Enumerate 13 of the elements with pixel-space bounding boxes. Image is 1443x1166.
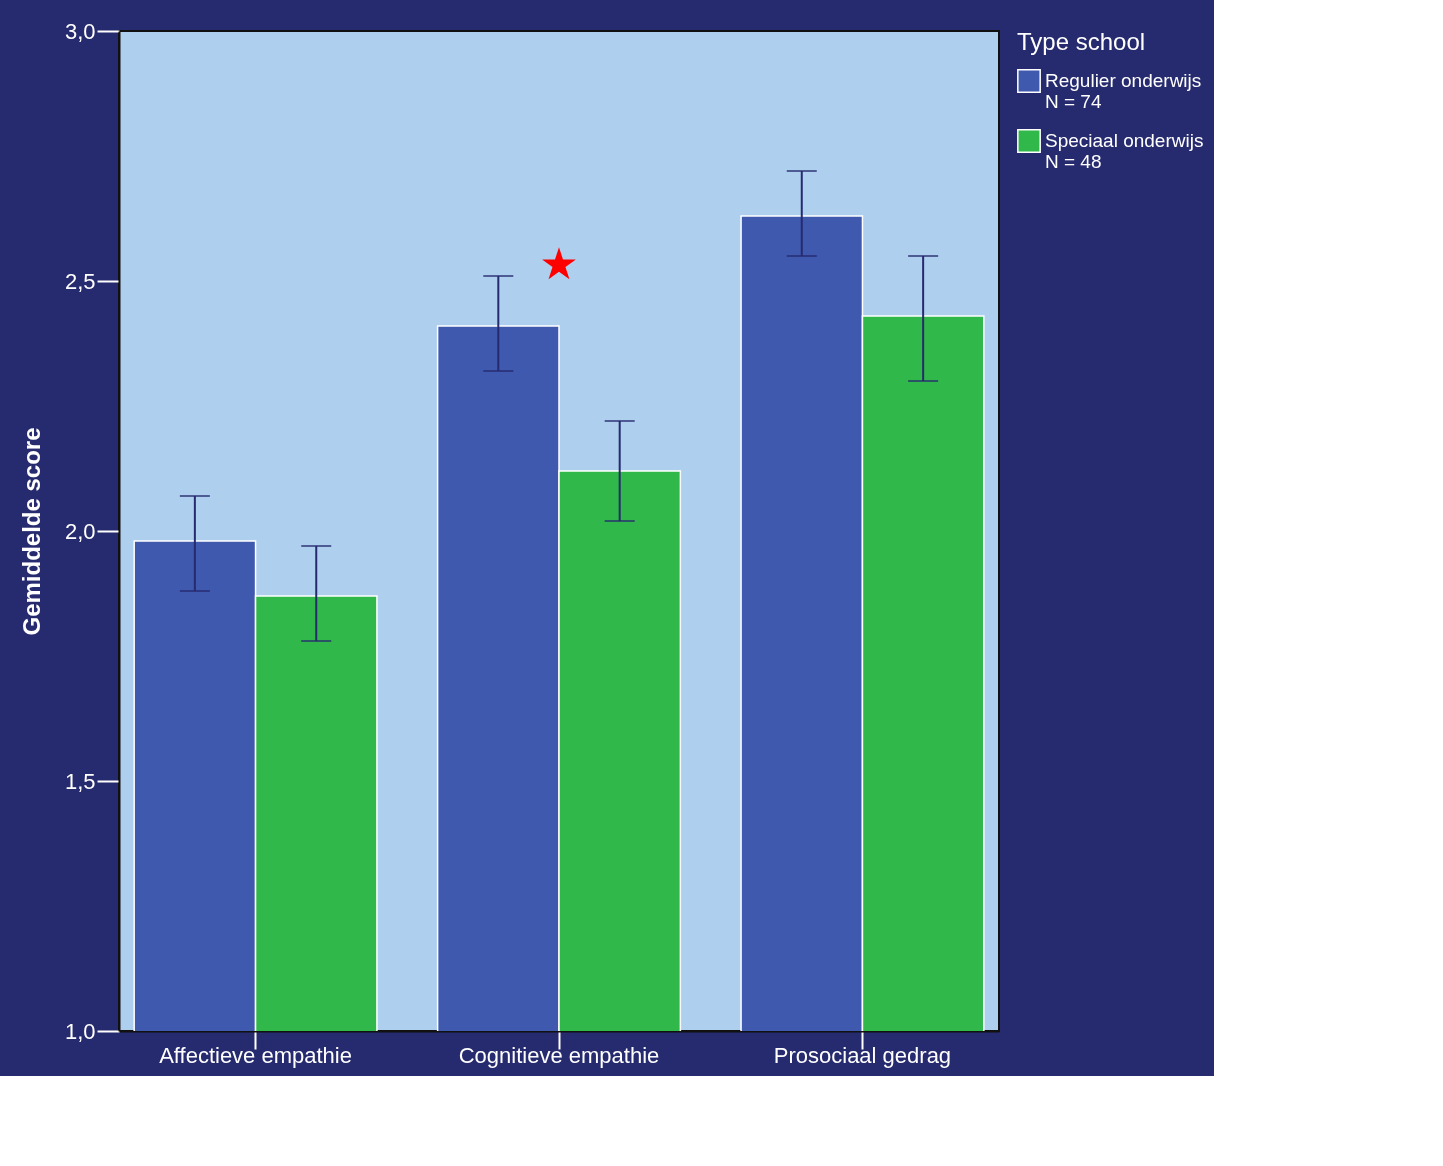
legend-label: Regulier onderwijs N = 74	[1045, 70, 1202, 112]
x-tick-label: Cognitieve empathie	[458, 1042, 660, 1068]
y-tick-label: 3,0	[64, 18, 96, 44]
annotation: ★	[539, 238, 579, 289]
y-tick-label: 1,5	[64, 768, 96, 794]
legend-label: Speciaal onderwijs N = 48	[1045, 130, 1204, 172]
y-tick-label: 1,0	[64, 1018, 96, 1044]
y-tick-label: 2,0	[64, 518, 96, 544]
y-tick-label: 2,5	[64, 268, 96, 294]
x-tick-label: Prosociaal gedrag	[773, 1042, 952, 1068]
y-axis-title: Gemiddelde score	[17, 427, 45, 636]
x-tick-label: Affectieve empathie	[159, 1042, 352, 1068]
legend-title: Type school	[1017, 28, 1146, 55]
